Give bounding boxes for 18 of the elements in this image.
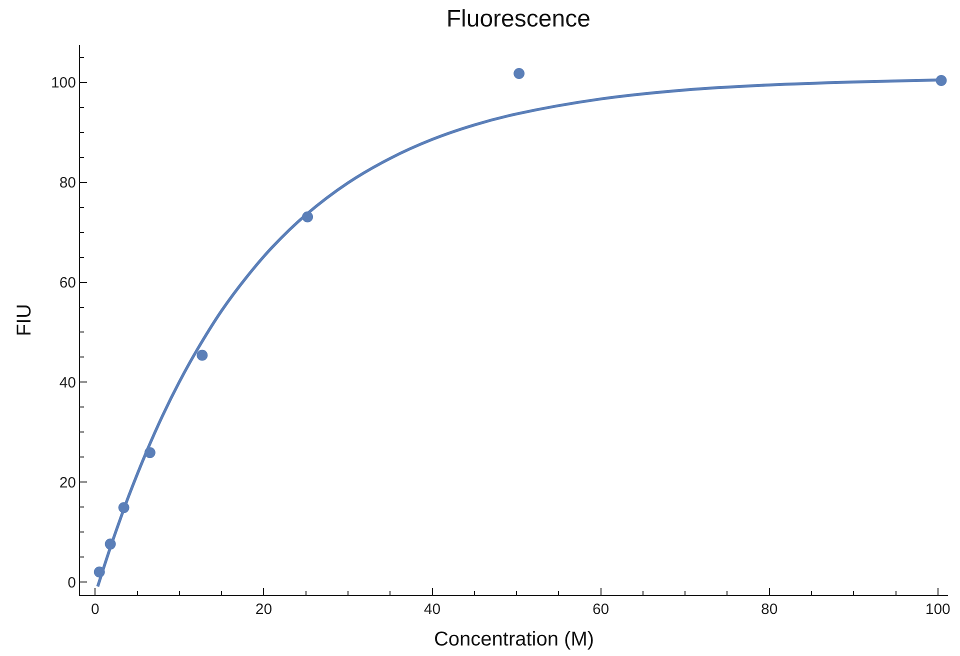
x-tick-label: 60 xyxy=(592,601,610,618)
y-tick-label: 60 xyxy=(59,274,76,292)
x-axis-title: Concentration (M) xyxy=(434,628,594,650)
chart-title: Fluorescence xyxy=(446,6,590,33)
y-axis-title: FIU xyxy=(13,304,36,336)
y-tick-label: 100 xyxy=(50,74,76,92)
x-tick-label: 100 xyxy=(925,601,950,618)
x-tick-label: 40 xyxy=(424,601,441,618)
point xyxy=(196,350,208,361)
x-tick-label: 20 xyxy=(255,601,272,618)
x-tick-label: 80 xyxy=(760,601,778,618)
y-tick-label: 80 xyxy=(59,174,76,192)
point xyxy=(514,68,525,79)
y-tick-label: 20 xyxy=(59,474,76,492)
x-tick-label: 0 xyxy=(91,601,100,618)
y-tick-label: 0 xyxy=(68,574,76,592)
point xyxy=(936,74,947,86)
y-tick-label: 40 xyxy=(59,374,76,392)
